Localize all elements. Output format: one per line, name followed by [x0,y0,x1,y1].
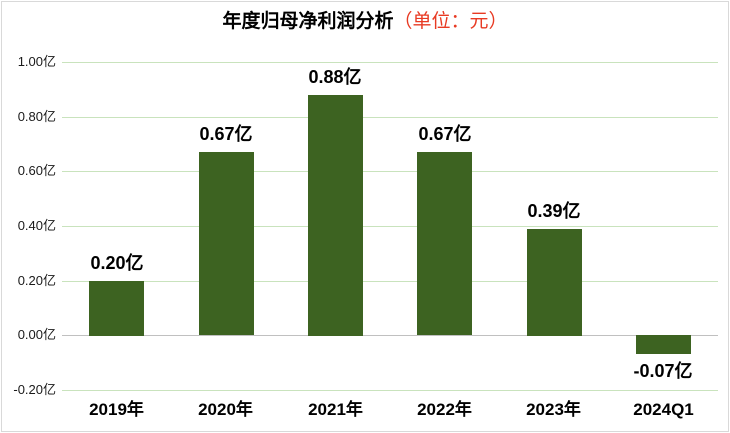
bar-value-label: 0.20亿 [90,253,144,273]
chart-title-unit: （单位：元） [393,11,508,32]
x-axis-category-label: 2024Q1 [633,400,694,419]
y-axis-tick-label: 0.20亿 [17,273,56,288]
x-axis: 2019年 2020年 2021年 2022年 2023年 2024Q1 [62,399,718,421]
x-axis-category-label: 2021年 [308,400,363,419]
bar [417,152,472,335]
bar [308,95,363,336]
grid-line [62,226,718,227]
y-axis-tick-label: 0.60亿 [17,163,56,178]
bar [636,335,691,354]
bar-value-label: 0.88亿 [308,67,362,87]
zero-axis-line [62,335,718,336]
grid-line [62,117,718,118]
y-axis-tick-label: 0.00亿 [17,327,56,342]
y-axis-tick-label: 0.80亿 [17,109,56,124]
grid-line [62,171,718,172]
bar [527,229,582,336]
bar-value-label: 0.67亿 [418,124,472,144]
y-axis: 1.00亿 0.80亿 0.60亿 0.40亿 0.20亿 0.00亿 -0.20亿 [0,54,56,397]
bar [199,152,254,335]
bar-value-label: 0.39亿 [527,201,581,221]
x-axis-category-label: 2023年 [526,400,581,419]
chart-title: 年度归母净利润分析（单位：元） [0,11,730,33]
x-axis-category-label: 2022年 [417,400,472,419]
y-axis-tick-label: 1.00亿 [17,54,56,69]
x-axis-category-label: 2020年 [198,400,253,419]
bar [89,281,144,336]
chart-title-text: 年度归母净利润分析 [222,11,394,32]
y-axis-tick-label: 0.40亿 [17,218,56,233]
bar-value-label: 0.67亿 [199,124,253,144]
plot-area: 0.20亿 0.67亿 0.88亿 0.67亿 0.39亿 -0.07亿 [62,62,718,391]
grid-line [62,390,718,391]
bar-value-label: -0.07亿 [633,361,693,381]
y-axis-tick-label: -0.20亿 [13,382,56,397]
grid-line [62,62,718,63]
x-axis-category-label: 2019年 [89,400,144,419]
grid-line [62,281,718,282]
